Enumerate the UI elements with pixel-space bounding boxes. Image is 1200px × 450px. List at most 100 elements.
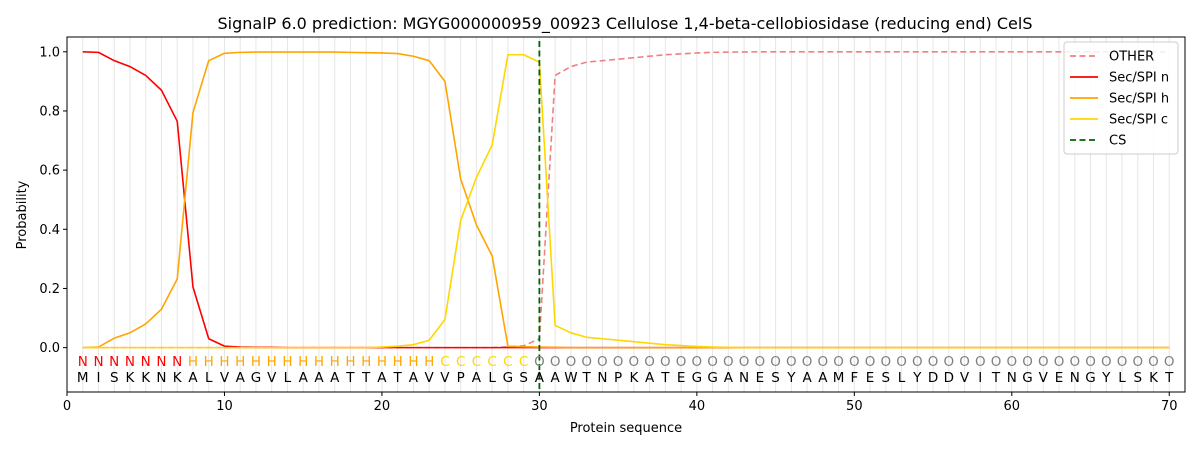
vertical-gridlines	[82, 37, 1170, 392]
residue-label: K	[173, 370, 183, 386]
residue-label: T	[991, 370, 1001, 386]
residue-label: V	[267, 370, 277, 386]
region-label: O	[1164, 354, 1175, 370]
region-label: O	[849, 354, 860, 370]
region-label: H	[361, 354, 371, 370]
y-tick-label: 0.4	[39, 223, 60, 238]
y-tick-label: 0.6	[39, 164, 60, 179]
residue-label: A	[818, 370, 828, 386]
series-sec-spi-h	[82, 51, 1170, 349]
residue-label: D	[928, 370, 938, 386]
residue-label: Y	[786, 370, 796, 386]
region-label: H	[377, 354, 387, 370]
region-label: H	[393, 354, 403, 370]
residue-label: Y	[912, 370, 922, 386]
y-tick-label: 0.2	[39, 282, 60, 297]
residue-label: A	[551, 370, 561, 386]
region-label: O	[566, 354, 577, 370]
region-label: O	[660, 354, 671, 370]
residue-label: A	[236, 370, 246, 386]
region-label: O	[707, 354, 718, 370]
region-label: H	[345, 354, 355, 370]
residue-label: A	[188, 370, 198, 386]
region-label: C	[440, 354, 449, 370]
region-label: H	[219, 354, 229, 370]
x-tick-label: 60	[1004, 399, 1021, 414]
y-tick-label: 1.0	[39, 45, 60, 60]
residue-label: G	[692, 370, 702, 386]
region-label: O	[880, 354, 891, 370]
legend-entry: Sec/SPI h	[1109, 92, 1169, 107]
region-label: H	[298, 354, 308, 370]
legend-entry: Sec/SPI c	[1109, 113, 1168, 128]
region-label: N	[141, 354, 151, 370]
region-label: N	[78, 354, 88, 370]
region-label: O	[1132, 354, 1143, 370]
residue-label: A	[330, 370, 340, 386]
region-label: H	[424, 354, 434, 370]
region-label: O	[770, 354, 781, 370]
region-label: H	[188, 354, 198, 370]
residue-label: L	[1118, 370, 1126, 386]
region-label: O	[912, 354, 923, 370]
residue-label: L	[284, 370, 292, 386]
residue-label: E	[677, 370, 686, 386]
x-tick-label: 50	[846, 399, 863, 414]
legend-entry: OTHER	[1109, 50, 1154, 65]
x-tick-label: 70	[1161, 399, 1178, 414]
region-label: O	[644, 354, 655, 370]
residue-label: V	[960, 370, 970, 386]
region-label: O	[629, 354, 640, 370]
residue-label: A	[535, 370, 545, 386]
region-label: O	[739, 354, 750, 370]
region-label: C	[503, 354, 512, 370]
residue-label: N	[1007, 370, 1017, 386]
region-label: O	[1006, 354, 1017, 370]
region-label: O	[1069, 354, 1080, 370]
region-label: O	[1054, 354, 1065, 370]
y-axis: 0.0 0.2 0.4 0.6 0.8 1.0	[39, 45, 67, 356]
residue-label: A	[802, 370, 812, 386]
region-label: H	[408, 354, 418, 370]
residue-label: I	[978, 370, 982, 386]
residue-label: E	[756, 370, 765, 386]
residue-label: N	[1070, 370, 1080, 386]
residue-label: S	[110, 370, 119, 386]
region-label: O	[723, 354, 734, 370]
residue-label: V	[425, 370, 435, 386]
residue-label: A	[299, 370, 309, 386]
residue-label: K	[629, 370, 639, 386]
residue-label: G	[251, 370, 261, 386]
x-axis: 0 10 20 30 40 50 60 70	[63, 392, 1178, 414]
residue-label: N	[597, 370, 607, 386]
residue-label: T	[660, 370, 670, 386]
residue-label: E	[866, 370, 875, 386]
region-label: O	[1085, 354, 1096, 370]
residue-label: E	[1055, 370, 1064, 386]
residue-label: A	[472, 370, 482, 386]
residue-label: D	[944, 370, 954, 386]
region-label: H	[235, 354, 245, 370]
region-label: O	[581, 354, 592, 370]
residue-label: A	[377, 370, 387, 386]
residue-label: S	[882, 370, 891, 386]
region-label: N	[93, 354, 103, 370]
region-label: O	[1022, 354, 1033, 370]
residue-label: G	[503, 370, 513, 386]
region-label: N	[172, 354, 182, 370]
residue-label: K	[126, 370, 136, 386]
residue-label: G	[707, 370, 717, 386]
region-label: C	[456, 354, 465, 370]
region-label: H	[314, 354, 324, 370]
region-label: C	[487, 354, 496, 370]
residue-label: T	[345, 370, 355, 386]
residue-label: L	[205, 370, 213, 386]
residue-label: A	[724, 370, 734, 386]
region-label: H	[330, 354, 340, 370]
region-label: O	[1101, 354, 1112, 370]
region-label: O	[865, 354, 876, 370]
residue-label: V	[220, 370, 230, 386]
region-label: O	[550, 354, 561, 370]
region-label: H	[251, 354, 261, 370]
